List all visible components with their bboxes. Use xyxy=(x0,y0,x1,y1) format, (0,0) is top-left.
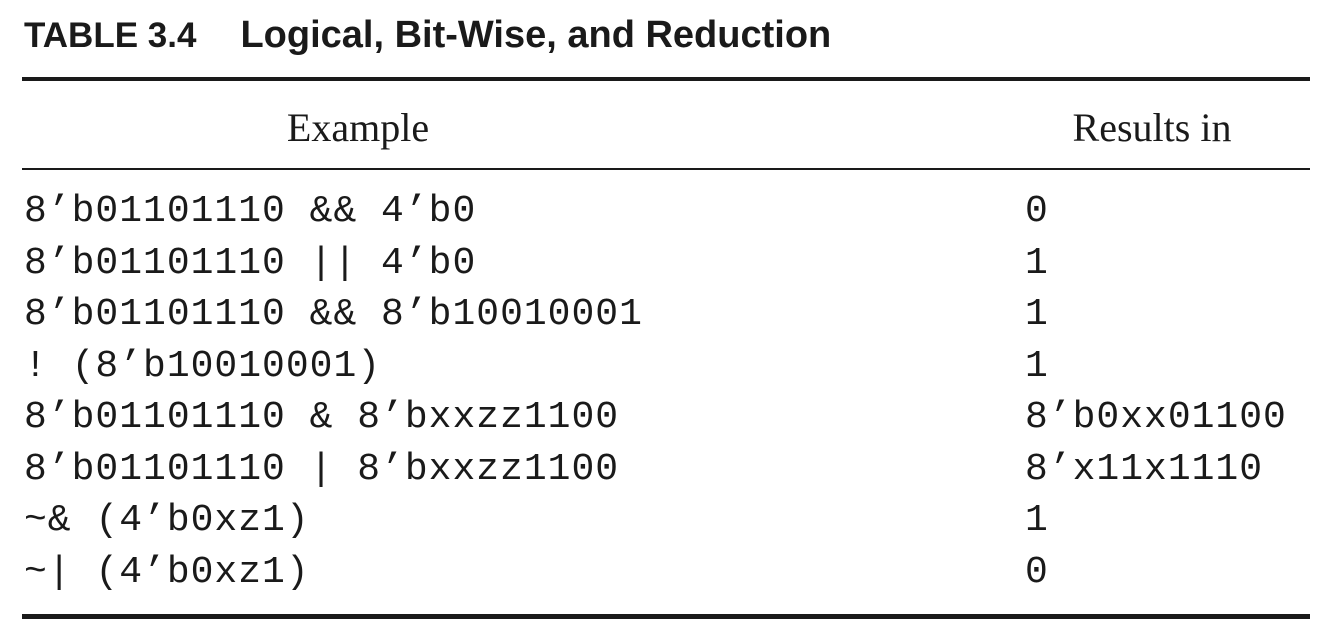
table-body: 8’b01101110 && 4’b0 0 8’b01101110 || 4’b… xyxy=(24,186,1314,598)
table-row: 8’b01101110 && 4’b0 0 xyxy=(24,186,1314,238)
example-cell: 8’b01101110 && 4’b0 xyxy=(24,190,477,233)
example-cell: 8’b01101110 || 4’b0 xyxy=(24,241,477,285)
table-row: ~& (4’b0xz1) 1 xyxy=(24,495,1314,547)
table-row: ! (8’b10010001) 1 xyxy=(24,341,1314,393)
result-cell: 1 xyxy=(1025,344,1049,388)
table-number: TABLE 3.4 xyxy=(24,16,197,55)
result-cell: 8’x11x1110 xyxy=(1025,447,1264,491)
table-caption: TABLE 3.4 Logical, Bit-Wise, and Reductio… xyxy=(24,10,831,60)
example-cell: 8’b01101110 && 8’b10010001 xyxy=(24,293,643,336)
example-cell: ! (8’b10010001) xyxy=(24,344,382,388)
column-header-results: Results in xyxy=(1072,105,1232,150)
result-cell: 8’b0xx01100 xyxy=(1025,396,1287,439)
top-rule xyxy=(22,77,1310,81)
header-rule xyxy=(22,168,1310,170)
table-row: 8’b01101110 && 8’b10010001 1 xyxy=(24,289,1314,341)
table-row: 8’b01101110 & 8’bxxzz1100 8’b0xx01100 xyxy=(24,392,1314,444)
bottom-rule xyxy=(22,614,1310,619)
table-row: ~| (4’b0xz1) 0 xyxy=(24,547,1314,599)
result-cell: 0 xyxy=(1025,550,1049,594)
example-cell: ~| (4’b0xz1) xyxy=(24,550,310,594)
column-header-example: Example xyxy=(286,105,430,150)
table-row: 8’b01101110 | 8’bxxzz1100 8’x11x1110 xyxy=(24,444,1314,496)
example-cell: 8’b01101110 & 8’bxxzz1100 xyxy=(24,396,620,439)
result-cell: 0 xyxy=(1025,190,1049,233)
table-title: Logical, Bit-Wise, and Reduction xyxy=(240,14,832,56)
example-cell: ~& (4’b0xz1) xyxy=(24,499,310,542)
result-cell: 1 xyxy=(1025,241,1049,285)
example-cell: 8’b01101110 | 8’bxxzz1100 xyxy=(24,447,620,491)
table-row: 8’b01101110 || 4’b0 1 xyxy=(24,238,1314,290)
result-cell: 1 xyxy=(1025,293,1049,336)
result-cell: 1 xyxy=(1025,499,1049,542)
